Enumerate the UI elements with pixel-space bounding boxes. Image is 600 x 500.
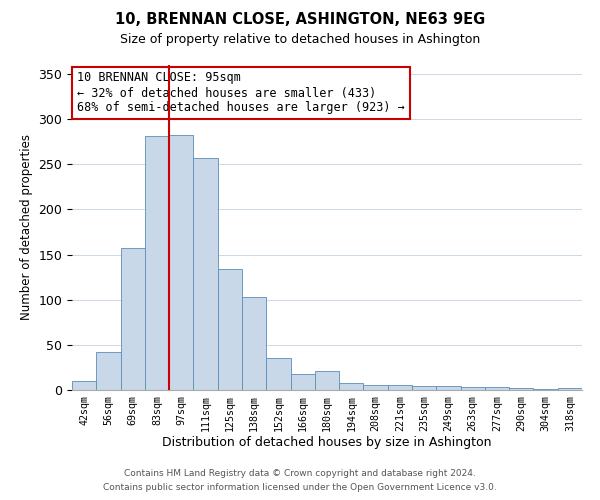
Bar [509, 388, 533, 390]
Bar [145, 136, 169, 390]
Bar [558, 388, 582, 390]
Bar [169, 134, 193, 390]
Bar [461, 388, 485, 390]
Text: Contains HM Land Registry data © Crown copyright and database right 2024.: Contains HM Land Registry data © Crown c… [124, 468, 476, 477]
Bar [290, 374, 315, 390]
Bar [96, 352, 121, 390]
Text: Contains public sector information licensed under the Open Government Licence v3: Contains public sector information licen… [103, 484, 497, 492]
Bar [339, 383, 364, 390]
Text: 10 BRENNAN CLOSE: 95sqm
← 32% of detached houses are smaller (433)
68% of semi-d: 10 BRENNAN CLOSE: 95sqm ← 32% of detache… [77, 72, 405, 114]
Text: Size of property relative to detached houses in Ashington: Size of property relative to detached ho… [120, 32, 480, 46]
Bar [412, 386, 436, 390]
Bar [121, 248, 145, 390]
Bar [72, 381, 96, 390]
Text: 10, BRENNAN CLOSE, ASHINGTON, NE63 9EG: 10, BRENNAN CLOSE, ASHINGTON, NE63 9EG [115, 12, 485, 28]
Bar [218, 269, 242, 390]
Bar [242, 297, 266, 390]
Bar [436, 386, 461, 390]
Bar [533, 389, 558, 390]
Bar [193, 158, 218, 390]
Bar [315, 371, 339, 390]
Bar [388, 386, 412, 390]
Bar [364, 384, 388, 390]
Y-axis label: Number of detached properties: Number of detached properties [20, 134, 33, 320]
Bar [485, 388, 509, 390]
X-axis label: Distribution of detached houses by size in Ashington: Distribution of detached houses by size … [162, 436, 492, 450]
Bar [266, 358, 290, 390]
